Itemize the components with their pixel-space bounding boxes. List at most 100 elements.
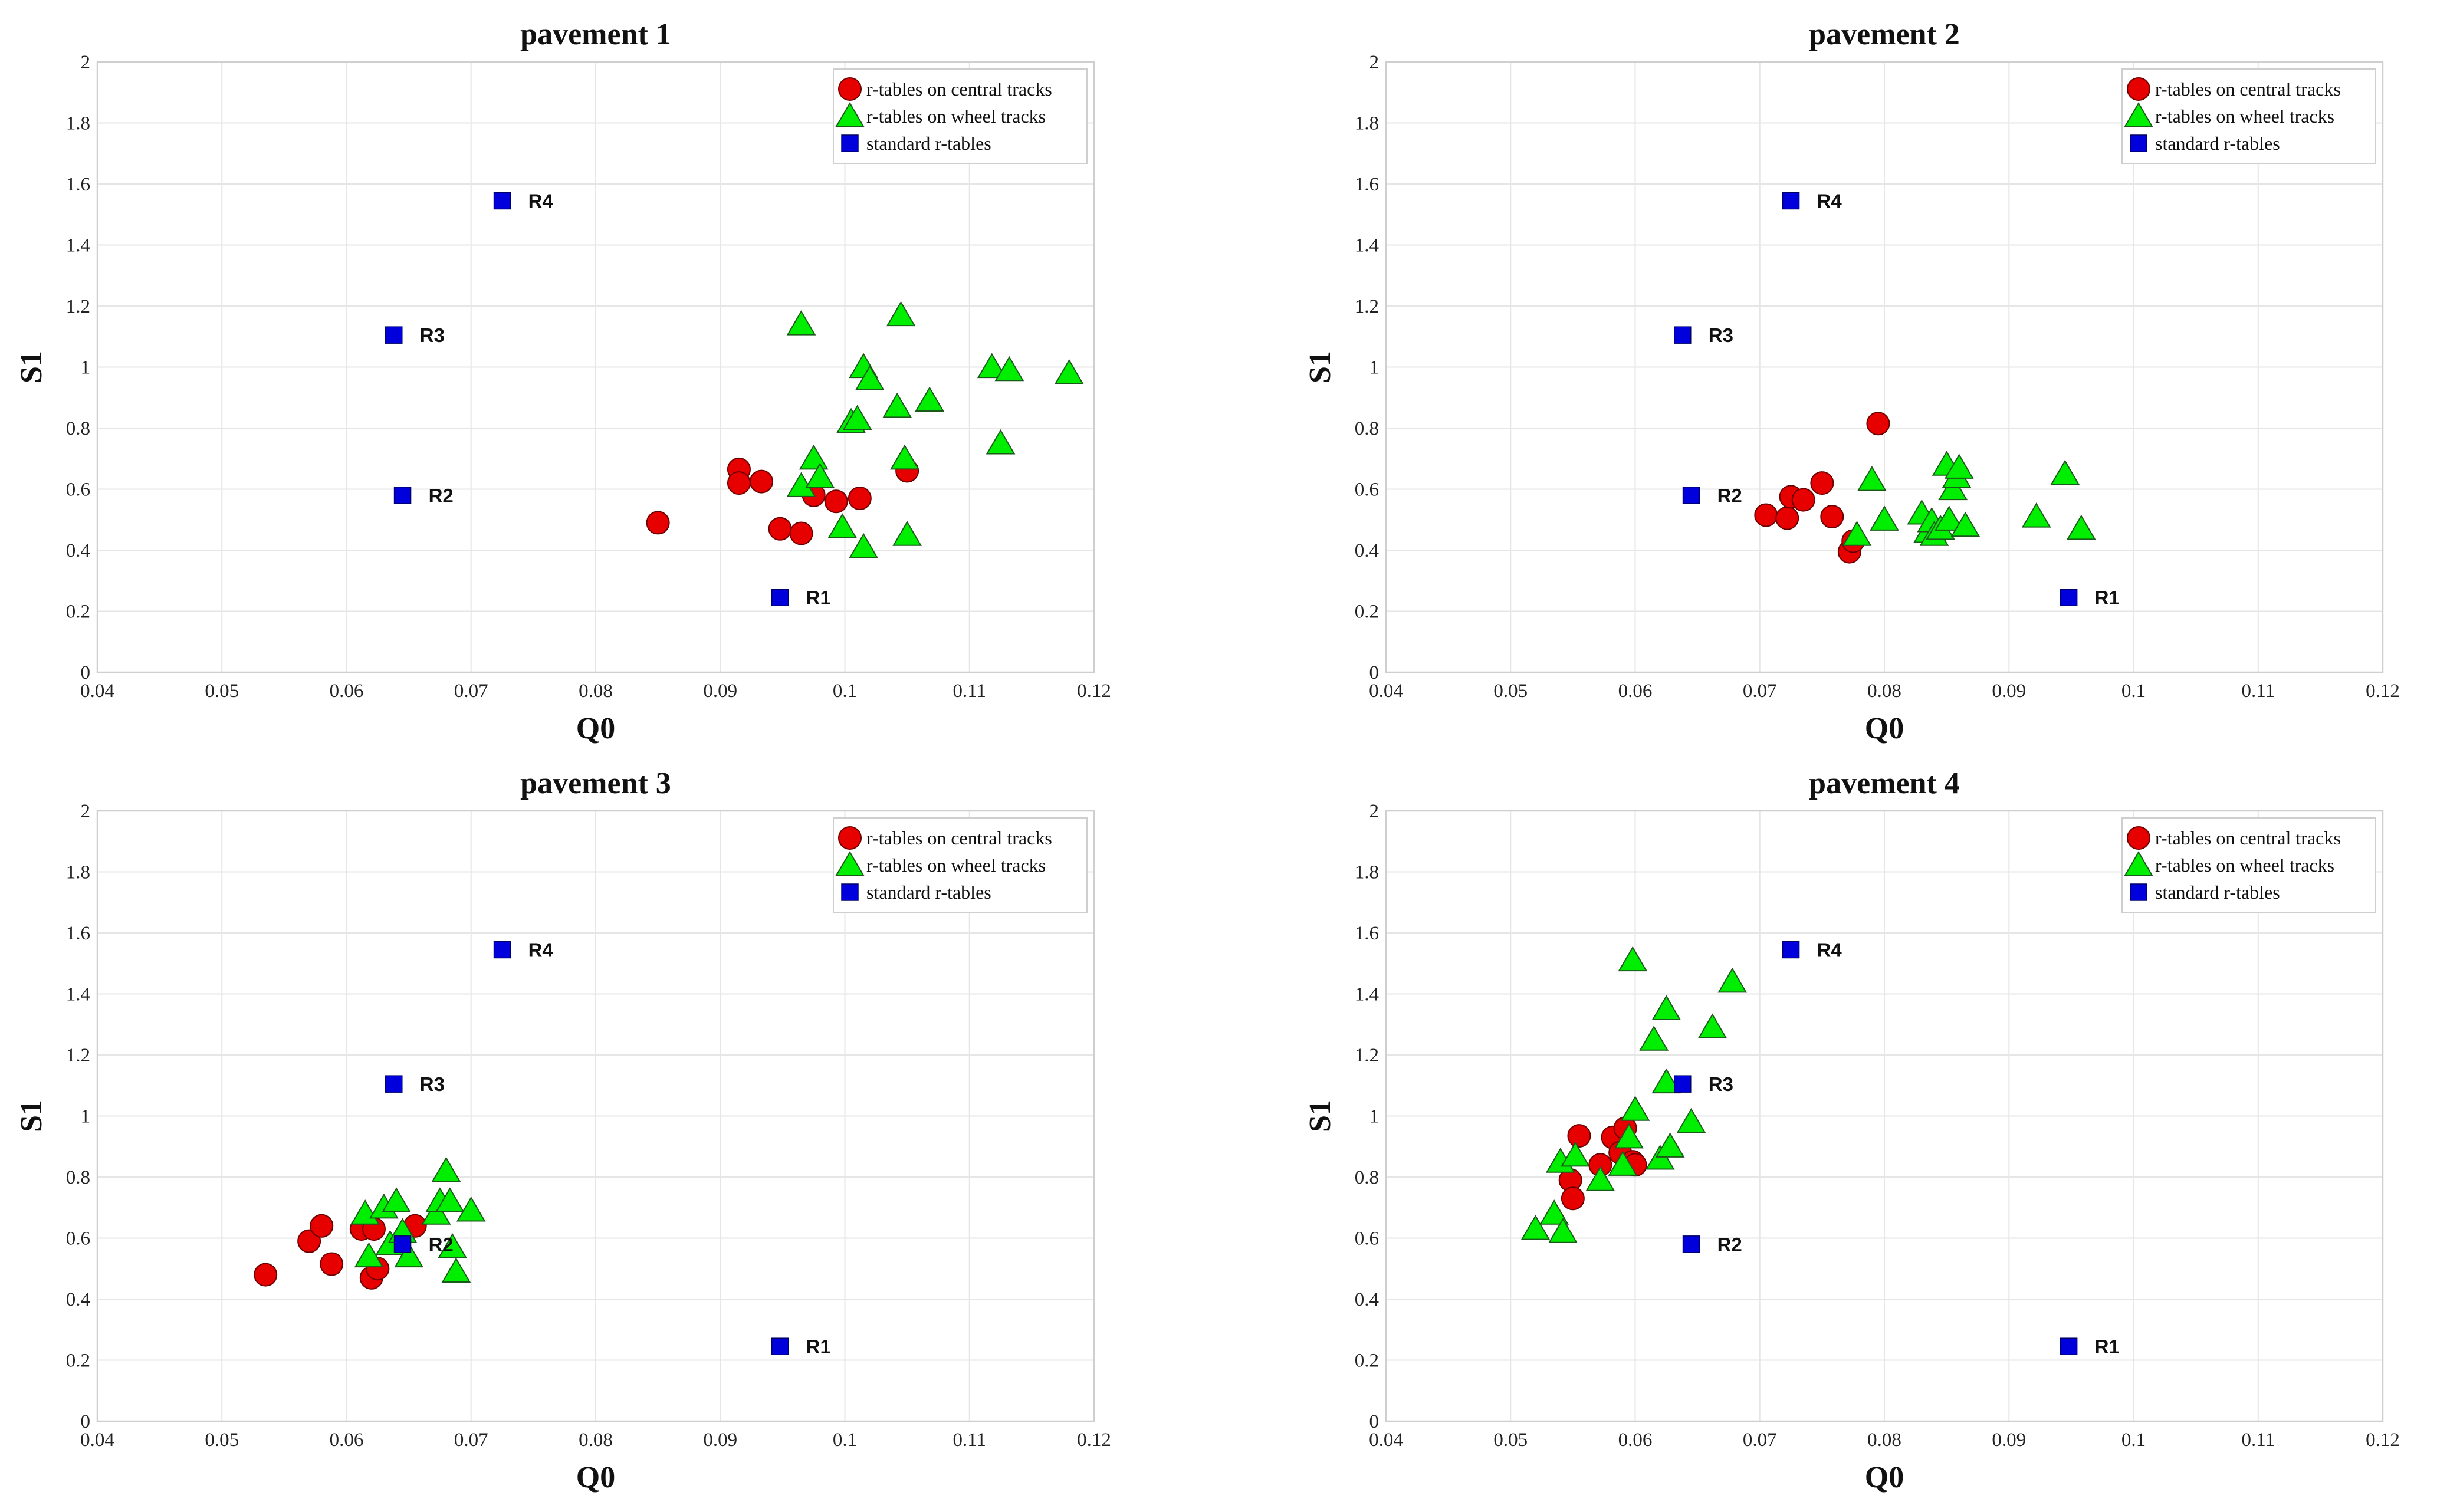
legend-entry: standard r-tables xyxy=(866,133,991,154)
y-axis-label: S1 xyxy=(15,1100,48,1132)
legend-marker xyxy=(2130,883,2147,901)
triangle-point xyxy=(994,356,1024,382)
x-axis-label: Q0 xyxy=(1865,1461,1904,1494)
x-tick-label: 0.04 xyxy=(80,1429,114,1451)
triangle-point xyxy=(1054,359,1084,384)
triangle-point xyxy=(1651,1068,1681,1094)
square-point xyxy=(493,941,511,959)
triangle-point xyxy=(2021,502,2051,528)
legend-marker xyxy=(838,77,862,101)
y-tick-label: 1.4 xyxy=(1355,235,1379,257)
x-tick-label: 0.1 xyxy=(833,681,857,702)
triangle-point xyxy=(438,1233,467,1258)
point-label-R1: R1 xyxy=(2095,587,2120,609)
x-tick-label: 0.05 xyxy=(1493,1429,1528,1451)
triangle-point xyxy=(1639,1025,1669,1051)
plot-frame xyxy=(96,810,1095,1422)
y-tick-label: 2 xyxy=(81,801,91,822)
y-tick-label: 0.2 xyxy=(1355,601,1379,623)
y-tick-label: 2 xyxy=(1369,52,1380,73)
y-tick-label: 2 xyxy=(1369,801,1380,822)
triangle-point xyxy=(1697,1013,1727,1039)
point-label-R2: R2 xyxy=(429,485,454,507)
circle-point xyxy=(749,469,773,494)
x-tick-label: 0.12 xyxy=(1077,681,1111,702)
point-label-R2: R2 xyxy=(1717,1234,1742,1255)
square-point xyxy=(1782,941,1800,959)
triangle-point xyxy=(1585,1166,1615,1191)
legend: r-tables on central tracks r-tables on wh… xyxy=(833,817,1088,913)
circle-point xyxy=(254,1263,278,1287)
y-tick-label: 0 xyxy=(1369,662,1380,683)
series-standard-r-tables: R1 R2 R3 R4 xyxy=(385,190,831,609)
y-tick-label: 0.4 xyxy=(66,540,90,561)
square-point xyxy=(2060,1337,2078,1355)
circle-point xyxy=(1567,1124,1591,1148)
chart-panel-3: 0.04 0.05 0.06 0.07 0.08 0.09 0.1 0.11 0.12 0 0.2 0… xyxy=(15,767,1111,1494)
triangle-point xyxy=(786,310,816,336)
x-tick-label: 0.06 xyxy=(1618,681,1653,702)
legend-entry: standard r-tables xyxy=(2155,882,2280,903)
square-point xyxy=(393,1235,412,1253)
circle-point xyxy=(1820,505,1844,529)
triangle-point xyxy=(1548,1218,1578,1243)
chart-title: pavement 4 xyxy=(1809,767,1960,800)
x-axis-label: Q0 xyxy=(576,1461,615,1494)
circle-point xyxy=(310,1214,334,1238)
y-tick-label: 1.4 xyxy=(66,235,90,257)
y-tick-label: 1.6 xyxy=(66,923,90,944)
x-tick-label: 0.1 xyxy=(833,1429,857,1451)
triangle-point xyxy=(456,1196,486,1222)
x-tick-label: 0.1 xyxy=(2121,681,2146,702)
square-point xyxy=(1674,326,1692,344)
plot-frame xyxy=(1385,61,2384,673)
x-tick-label: 0.06 xyxy=(330,1429,364,1451)
x-axis-label: Q0 xyxy=(1865,712,1904,745)
triangle-point xyxy=(1614,1123,1644,1149)
triangle-point xyxy=(1950,511,1981,537)
legend-entry: r-tables on wheel tracks xyxy=(2155,854,2334,876)
y-tick-label: 1 xyxy=(1369,357,1380,379)
series-r-tables-on-wheel-tracks xyxy=(1842,451,2096,546)
legend-entry: r-tables on central tracks xyxy=(866,78,1052,100)
triangle-point xyxy=(1620,1096,1650,1121)
legend-entry: r-tables on central tracks xyxy=(2155,78,2341,100)
square-point xyxy=(493,192,511,210)
y-tick-label: 1.8 xyxy=(66,113,90,134)
legend-marker xyxy=(2127,826,2150,850)
y-tick-label: 1.8 xyxy=(1355,113,1379,134)
circle-point xyxy=(1866,412,1890,436)
square-point xyxy=(1682,487,1700,504)
chart-title: pavement 2 xyxy=(1809,18,1960,51)
x-tick-label: 0.11 xyxy=(2241,681,2275,702)
circle-point xyxy=(297,1229,321,1253)
x-tick-label: 0.12 xyxy=(2366,681,2400,702)
point-label-R2: R2 xyxy=(429,1234,454,1255)
circle-point xyxy=(768,517,792,541)
x-tick-label: 0.04 xyxy=(1369,681,1403,702)
x-tick-label: 0.07 xyxy=(454,681,488,702)
legend-marker xyxy=(841,134,859,152)
series-r-tables-on-wheel-tracks xyxy=(1520,946,1748,1243)
chart-panel-2: 0.04 0.05 0.06 0.07 0.08 0.09 0.1 0.11 0.12 0 0.2 0… xyxy=(1303,18,2400,745)
y-tick-label: 1.6 xyxy=(1355,174,1379,195)
series-standard-r-tables: R1 R2 R3 R4 xyxy=(385,939,831,1357)
triangle-point xyxy=(827,513,858,538)
y-tick-label: 0.6 xyxy=(66,479,90,501)
square-point xyxy=(385,326,403,344)
legend-box xyxy=(833,817,1088,913)
x-tick-label: 0.11 xyxy=(953,681,986,702)
y-tick-label: 0.2 xyxy=(1355,1350,1379,1372)
legend-box xyxy=(833,68,1088,164)
x-tick-label: 0.11 xyxy=(953,1429,986,1451)
circle-point xyxy=(848,487,872,511)
circle-point xyxy=(824,489,848,514)
x-tick-label: 0.07 xyxy=(1743,681,1777,702)
x-tick-label: 0.05 xyxy=(205,1429,239,1451)
series-standard-r-tables: R1 R2 R3 R4 xyxy=(1674,939,2120,1357)
x-tick-label: 0.04 xyxy=(80,681,114,702)
square-point xyxy=(2060,589,2078,606)
y-tick-label: 0.6 xyxy=(1355,1228,1379,1250)
legend-marker xyxy=(2124,851,2153,876)
x-tick-label: 0.07 xyxy=(1743,1429,1777,1451)
